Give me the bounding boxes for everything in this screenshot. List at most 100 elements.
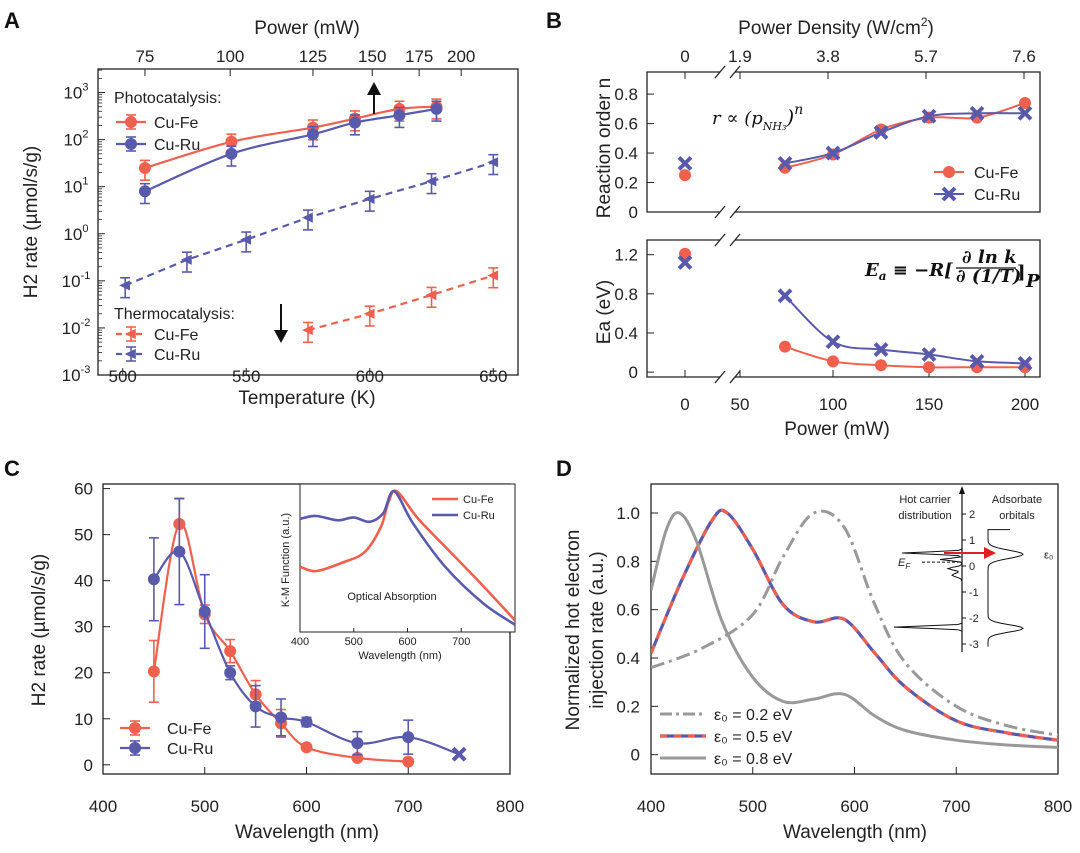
axis-break-mark (714, 205, 726, 219)
panel-a-legend-label: Cu-Fe (154, 115, 199, 132)
panel-b-bottom-point-cu-ru (677, 255, 693, 270)
panel-d-legend-label: ε₀ = 0.2 eV (714, 707, 793, 724)
panel-a-point-photo-cu-ru (225, 147, 238, 160)
panel-a-xtick-label: 650 (479, 367, 507, 386)
panel-b-xtick-label: 0 (680, 395, 689, 414)
panel-c-point-cu-ru (224, 666, 237, 679)
up-arrow-icon (367, 82, 381, 114)
panel-a-x2tick-label: 200 (447, 47, 475, 66)
panel-a-legend-marker (125, 116, 137, 128)
panel-c-inset-xtick-label: 500 (345, 636, 363, 648)
panel-b-bottom-point-cu-ru (1017, 355, 1033, 371)
panel-d-inset-left-title: distribution (898, 510, 951, 522)
panel-b-top-ytick-label: 0 (629, 203, 638, 222)
panel-d-xtick-label: 800 (1044, 797, 1072, 816)
panel-c: 400 500 600 700 800 0 10 20 30 40 50 60 Wavelength … (29, 480, 524, 843)
panel-c-legend-marker (129, 722, 141, 734)
panel-a-point-photo-cu-ru (306, 128, 319, 141)
panel-d-inset-ytick-label: 2 (969, 509, 975, 521)
panel-b-x2label: Power Density (W/cm2) (738, 15, 934, 39)
panel-a-point-photo-cu-ru (393, 109, 406, 122)
panel-b-xtick-label: 100 (819, 395, 847, 414)
panel-d-inset-right-title: Adsorbate (992, 494, 1042, 506)
panel-a-xtick-label: 500 (109, 367, 137, 386)
panel-b-top-point-cu-ru (873, 125, 889, 140)
panel-a-point-thermo-cu-fe (487, 270, 499, 281)
panel-b-rate-formula: r ∝ (pNH₃)n (712, 102, 803, 133)
panel-d-inset-ef-label: EF (898, 557, 911, 571)
panel-c-xtick-label: 600 (292, 797, 320, 816)
panel-b-bottom-point-cu-ru (969, 353, 985, 369)
panel-b-top-point-cu-ru (825, 145, 841, 161)
panel-c-legend-label: Cu-Ru (167, 741, 213, 758)
panel-a-point-thermo-cu-ru (363, 193, 375, 205)
panel-a-photo-legend-title: Photocatalysis: (114, 90, 222, 107)
panel-b-legend-label: Cu-Ru (974, 187, 1020, 204)
panel-a-line-thermo-cu-ru (124, 161, 494, 287)
panel-b-bottom-point-cu-ru (825, 334, 841, 350)
panel-c-legend-marker (129, 742, 141, 754)
panel-a-point-thermo-cu-fe (302, 324, 313, 336)
panel-b-top-point-cu-fe (1019, 96, 1031, 109)
panel-c-inset-xtick-label: 700 (452, 636, 470, 648)
panel-b-bottom-point-cu-fe (827, 355, 839, 368)
panel-b-top-ytick-label: 0.2 (614, 174, 638, 193)
panel-d-ytick-label: 0 (631, 746, 640, 765)
panel-c-inset-legend-label: Cu-Ru (463, 510, 495, 522)
panel-d-inset-adsorbate-curve (987, 529, 1024, 647)
panel-c-inset-xtick-label: 600 (398, 636, 416, 648)
panel-a-ytick-label: 102 (63, 129, 88, 150)
panel-c-point-cu-fe (300, 741, 313, 754)
axis-break-mark (729, 370, 741, 384)
panel-a-point-photo-cu-ru (430, 102, 443, 115)
panel-b-bottom-line-cu-ru (784, 295, 1026, 365)
panel-b-letter: B (546, 8, 562, 33)
panel-c-point-cu-ru (351, 737, 364, 750)
panel-c-legend-label: Cu-Fe (167, 721, 212, 738)
panel-a-point-thermo-cu-ru (180, 254, 192, 265)
panel-b-x2tick-label: 7.6 (1012, 47, 1036, 66)
panel-c-ytick-label: 60 (74, 480, 93, 499)
panel-a-point-photo-cu-fe (138, 161, 151, 174)
panel-a-line-thermo-cu-fe (307, 274, 494, 332)
panel-b-legend-marker (943, 166, 955, 178)
panel-b-top-ytick-label: 0.4 (614, 144, 638, 163)
panel-a-ytick-label: 10-3 (62, 364, 91, 385)
panel-b: 0 1.9 3.8 5.7 7.6 0 50 100 150 200 0 0.2 0.4 0.6 0.8 0 0… (594, 15, 1041, 440)
panel-d-ylabel-2: injection rate (a.u.) (587, 551, 608, 708)
axis-break-mark (714, 370, 726, 384)
panel-a-legend-label: Cu-Fe (154, 327, 199, 344)
panel-c-xtick-label: 800 (496, 797, 524, 816)
panel-c-point-cu-fe (224, 645, 237, 658)
panel-a-xlabel: Temperature (K) (238, 388, 375, 409)
panel-d-letter: D (556, 456, 572, 481)
panel-c-ytick-label: 10 (74, 710, 93, 729)
panel-c-point-cu-ru (402, 731, 415, 744)
panel-b-bottom-point-cu-ru (873, 342, 889, 358)
panel-c-letter: C (4, 456, 20, 481)
panel-c-ytick-label: 20 (74, 664, 93, 683)
panel-a-ytick-label: 101 (63, 176, 88, 197)
panel-a-ytick-label: 103 (63, 82, 88, 103)
panel-d-legend-label: ε₀ = 0.5 eV (714, 729, 793, 746)
axis-break-mark (714, 65, 726, 79)
panel-d-ytick-label: 1.0 (616, 504, 640, 523)
panel-d-inset-left-title: Hot carrier (899, 494, 951, 506)
panel-d-inset-energy-diagram: Hot carrier distribution Adsorbate orbitals… (893, 486, 1053, 652)
panel-b-xtick-label: 150 (915, 395, 943, 414)
panel-a-point-thermo-cu-fe (363, 308, 375, 319)
panel-d-inset-ytick-label: -1 (969, 587, 979, 599)
svg-text:Ea ≡ −R[: Ea ≡ −R[ (864, 260, 953, 283)
panel-b-bottom-point-cu-ru (777, 288, 793, 304)
panel-c-ytick-label: 40 (74, 572, 93, 591)
panel-c-xtick-label: 500 (191, 797, 219, 816)
panel-b-x2tick-label: 5.7 (914, 47, 938, 66)
panel-b-bottom-ytick-label: 0.4 (614, 324, 638, 343)
panel-d-ylabel-1: Normalized hot electron (563, 530, 584, 731)
panel-a-thermo-legend-title: Thermocatalysis: (114, 306, 235, 323)
panel-b-legend-label: Cu-Fe (974, 165, 1019, 182)
panel-a-x2label: Power (mW) (254, 18, 360, 39)
panel-b-top-point-cu-ru (969, 105, 985, 121)
panel-a-xtick-label: 550 (232, 367, 260, 386)
